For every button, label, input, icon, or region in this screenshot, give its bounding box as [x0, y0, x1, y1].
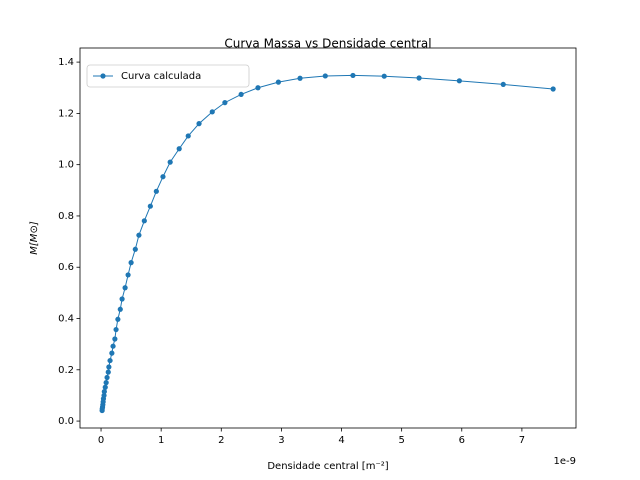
series-marker — [128, 260, 134, 266]
series-marker — [176, 146, 182, 152]
series-marker — [117, 306, 123, 312]
legend-label: Curva calculada — [121, 71, 201, 82]
series-marker — [103, 380, 109, 386]
x-tick-label: 3 — [278, 435, 284, 446]
x-tick-label: 6 — [459, 435, 465, 446]
series-marker — [456, 78, 462, 84]
series-marker — [147, 203, 153, 209]
y-axis-label: M[M⊙] — [29, 221, 40, 255]
series-marker — [255, 85, 261, 91]
y-tick-label: 1.4 — [58, 57, 74, 68]
x-tick-label: 5 — [398, 435, 404, 446]
legend-marker — [100, 73, 106, 79]
series-marker — [209, 109, 215, 115]
series-marker — [196, 121, 202, 127]
chart-title: Curva Massa vs Densidade central — [224, 37, 431, 51]
series-marker — [238, 91, 244, 98]
series-marker — [275, 79, 281, 85]
y-tick-label: 0.8 — [58, 211, 74, 222]
y-tick-label: 1.2 — [58, 108, 74, 119]
series-marker — [106, 364, 112, 370]
x-tick-label: 7 — [519, 435, 525, 446]
series-marker — [101, 392, 107, 399]
series-marker — [104, 374, 110, 381]
series-marker — [222, 100, 228, 106]
series-marker — [185, 133, 191, 139]
x-tick-label: 0 — [98, 435, 104, 446]
series-marker — [350, 72, 356, 79]
series-marker — [112, 336, 118, 342]
series-marker — [122, 285, 128, 291]
series-marker — [132, 246, 138, 252]
series-marker — [113, 326, 119, 333]
axes-frame — [79, 47, 577, 429]
series-marker — [297, 75, 303, 81]
x-tick-label: 1 — [158, 435, 164, 446]
series-marker — [105, 369, 111, 375]
y-tick-label: 0.4 — [58, 314, 74, 325]
x-offset-text: 1e-9 — [554, 456, 577, 467]
y-tick-label: 0.6 — [58, 262, 74, 273]
series-marker — [416, 75, 422, 81]
series-marker — [160, 174, 166, 180]
series-marker — [141, 218, 147, 224]
series-marker — [102, 384, 108, 390]
series-marker — [119, 296, 125, 302]
series-marker — [136, 232, 142, 238]
legend-box — [86, 64, 250, 88]
series-marker — [167, 159, 173, 165]
series-marker — [322, 73, 328, 79]
series-marker — [381, 73, 387, 79]
y-tick-label: 0.2 — [58, 365, 74, 376]
x-axis-label: Densidade central [m⁻²] — [267, 461, 388, 472]
series-marker — [101, 388, 107, 395]
y-tick-label: 1.0 — [58, 160, 74, 171]
series-marker — [115, 316, 121, 322]
series-marker — [153, 188, 159, 194]
series-marker — [500, 81, 506, 88]
series-marker — [109, 350, 115, 356]
y-tick-label: 0.0 — [58, 416, 74, 427]
series-marker — [550, 86, 556, 92]
series-marker — [110, 343, 116, 349]
x-tick-label: 2 — [218, 435, 224, 446]
x-tick-label: 4 — [338, 435, 344, 446]
series-marker — [107, 357, 113, 364]
series-marker — [125, 272, 131, 278]
